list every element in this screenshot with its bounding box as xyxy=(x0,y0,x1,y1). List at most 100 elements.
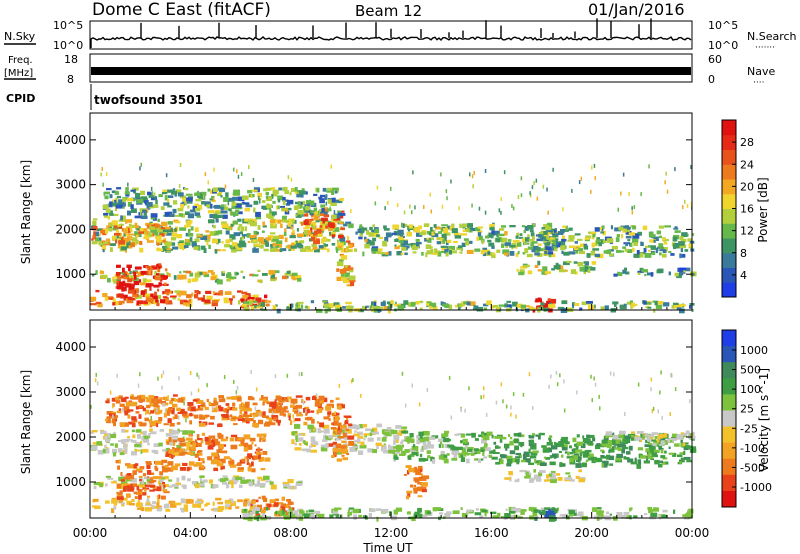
scatter-cell xyxy=(615,439,620,444)
scatter-cell xyxy=(275,510,283,514)
scatter-cell xyxy=(648,232,654,236)
scatter-cell xyxy=(525,473,531,478)
scatter-cell xyxy=(365,428,372,432)
scatter-cell xyxy=(524,237,530,242)
scatter-cell xyxy=(140,162,142,167)
scatter-cell xyxy=(485,412,488,417)
scatter-cell xyxy=(131,451,137,456)
scatter-cell xyxy=(124,439,130,443)
scatter-cell xyxy=(332,227,340,232)
scatter-cell xyxy=(158,479,164,485)
scatter-cell xyxy=(294,275,301,278)
scatter-cell xyxy=(491,253,496,259)
scatter-cell xyxy=(126,264,132,268)
scatter-cell xyxy=(208,435,216,439)
scatter-cell xyxy=(401,222,403,228)
y-tick-label: 1000 xyxy=(55,475,86,489)
scatter-cell xyxy=(674,226,678,229)
scatter-cell xyxy=(504,443,510,449)
scatter-cell xyxy=(556,473,561,476)
scatter-cell xyxy=(287,222,292,227)
scatter-cell xyxy=(652,443,657,447)
scatter-cell xyxy=(631,210,634,215)
scatter-cell xyxy=(329,206,331,211)
scatter-cell xyxy=(595,444,601,450)
scatter-cell xyxy=(295,439,299,442)
scatter-cell xyxy=(533,509,539,513)
scatter-cell xyxy=(522,264,530,268)
scatter-cell xyxy=(123,444,128,450)
scatter-cell xyxy=(304,246,311,250)
scatter-cell xyxy=(383,306,390,310)
scatter-cell xyxy=(559,462,563,468)
scatter-cell xyxy=(476,236,479,241)
scatter-cell xyxy=(670,438,677,441)
scatter-cell xyxy=(478,434,482,438)
scatter-cell xyxy=(162,402,164,407)
colorbar-swatch xyxy=(722,164,736,180)
scatter-cell xyxy=(337,242,344,248)
scatter-cell xyxy=(289,191,292,196)
scatter-cell xyxy=(308,200,315,206)
scatter-cell xyxy=(481,438,487,444)
scatter-cell xyxy=(187,402,194,406)
scatter-cell xyxy=(256,504,262,510)
scatter-cell xyxy=(354,430,357,433)
scatter-cell xyxy=(471,203,473,208)
scatter-cell xyxy=(141,228,148,232)
scatter-cell xyxy=(241,291,248,295)
freq-tick-bottom: 8 xyxy=(67,73,74,86)
scatter-cell xyxy=(109,390,112,395)
scatter-cell xyxy=(145,411,147,416)
scatter-cell xyxy=(538,509,541,514)
scatter-cell xyxy=(102,204,109,210)
scatter-cell xyxy=(537,306,544,311)
scatter-cell xyxy=(644,444,651,448)
scatter-cell xyxy=(183,245,189,248)
scatter-cell xyxy=(259,508,263,512)
scatter-cell xyxy=(448,375,451,380)
scatter-cell xyxy=(305,408,310,414)
scatter-cell xyxy=(644,274,647,277)
scatter-cell xyxy=(192,503,196,508)
scatter-cell xyxy=(246,414,253,417)
scatter-cell xyxy=(105,448,110,454)
scatter-cell xyxy=(298,201,301,206)
scatter-cell xyxy=(177,192,184,197)
scatter-cell xyxy=(95,372,97,377)
scatter-cell xyxy=(326,248,330,253)
scatter-cell xyxy=(180,398,184,403)
scatter-cell xyxy=(132,434,136,439)
scatter-cell xyxy=(606,238,614,243)
colorbar-tick-label: 16 xyxy=(740,203,754,216)
scatter-cell xyxy=(202,295,205,299)
scatter-cell xyxy=(440,454,448,459)
scatter-cell xyxy=(515,414,517,419)
scatter-cell xyxy=(442,239,446,244)
scatter-cell xyxy=(348,244,353,249)
scatter-cell xyxy=(346,452,350,456)
scatter-cell xyxy=(249,235,256,239)
scatter-cell xyxy=(368,232,374,237)
scatter-cell xyxy=(629,507,632,512)
scatter-cell xyxy=(649,447,656,453)
scatter-cell xyxy=(245,406,249,408)
scatter-cell xyxy=(649,234,656,238)
scatter-cell xyxy=(261,299,268,303)
scatter-cell xyxy=(515,452,521,456)
nsearch-label: N.Search xyxy=(747,30,797,43)
scatter-cell xyxy=(369,226,373,231)
scatter-cell xyxy=(195,408,198,412)
scatter-cell xyxy=(136,198,143,204)
scatter-cell xyxy=(212,484,219,488)
scatter-cell xyxy=(166,272,169,277)
scatter-cell xyxy=(365,305,369,308)
scatter-cell xyxy=(169,213,175,217)
scatter-cell xyxy=(163,413,167,418)
scatter-cell xyxy=(545,246,552,251)
scatter-cell xyxy=(437,231,442,234)
scatter-cell xyxy=(620,225,627,229)
scatter-cell xyxy=(656,230,661,235)
scatter-cell xyxy=(373,249,380,254)
scatter-cell xyxy=(254,243,260,246)
